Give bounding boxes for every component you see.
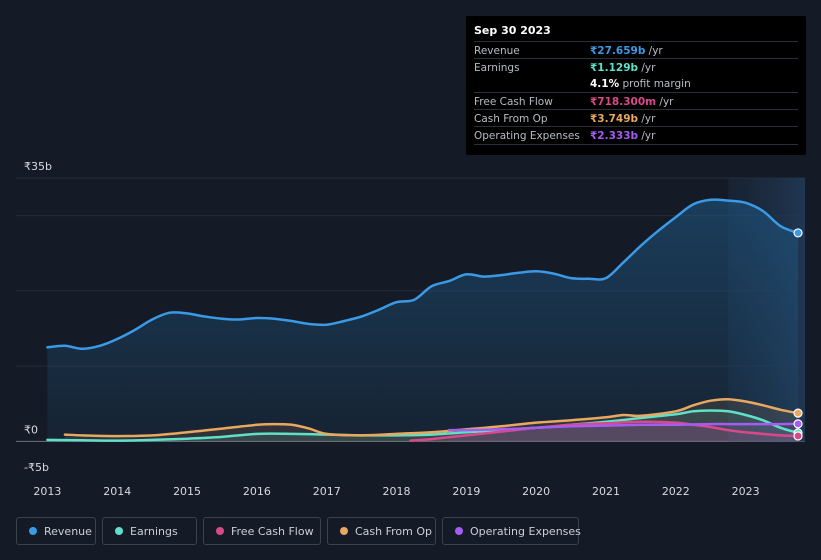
profit-margin-label: profit margin xyxy=(619,78,691,90)
legend-dot-icon xyxy=(455,527,463,535)
y-axis-ticks: ₹35b ₹0 -₹5b xyxy=(24,160,52,474)
series-lines xyxy=(46,198,800,442)
tooltip-unit: /yr xyxy=(638,113,656,125)
series-line-free-cash-flow xyxy=(409,420,800,442)
tooltip-label: Operating Expenses xyxy=(474,130,580,142)
tooltip-unit: /yr xyxy=(656,96,674,108)
legend-label: Operating Expenses xyxy=(470,525,581,538)
legend-label: Free Cash Flow xyxy=(231,525,314,538)
x-tick-label: 2021 xyxy=(592,485,620,498)
x-tick-label: 2013 xyxy=(33,485,61,498)
tooltip-value: ₹27.659b xyxy=(590,45,646,57)
y-tick-label: -₹5b xyxy=(24,461,49,474)
series-area-cash-from-op xyxy=(64,399,798,442)
tooltip-row-revenue: Revenue ₹27.659b /yr xyxy=(474,41,798,59)
legend-item-earnings[interactable]: Earnings xyxy=(102,517,197,545)
tooltip-label: Free Cash Flow xyxy=(474,96,553,108)
legend-dot-icon xyxy=(29,527,37,535)
x-tick-label: 2022 xyxy=(662,485,690,498)
series-line-revenue xyxy=(46,198,800,351)
tooltip-row-operating-expenses: Operating Expenses ₹2.333b /yr xyxy=(474,126,798,145)
tooltip-row-cash-from-op: Cash From Op ₹3.749b /yr xyxy=(474,109,798,127)
y-tick-label: ₹35b xyxy=(24,160,52,173)
tooltip-row-profit-margin: 4.1% profit margin xyxy=(474,75,798,92)
x-axis-ticks: 2013 2014 2015 2016 2017 2018 2019 2020 2021 2022… xyxy=(33,485,759,498)
series-area-earnings xyxy=(47,410,798,442)
y-tick-label: ₹0 xyxy=(24,423,38,436)
tooltip-date: Sep 30 2023 xyxy=(474,24,551,37)
x-tick-label: 2023 xyxy=(732,485,760,498)
x-tick-label: 2019 xyxy=(452,485,480,498)
legend-dot-icon xyxy=(340,527,348,535)
tooltip: Sep 30 2023 Revenue ₹27.659b /yr Earning… xyxy=(466,16,806,155)
x-tick-label: 2017 xyxy=(313,485,341,498)
endpoint-operating-expenses xyxy=(793,419,803,429)
legend-item-revenue[interactable]: Revenue xyxy=(16,517,96,545)
tooltip-value: ₹3.749b xyxy=(590,113,639,125)
series-area-revenue xyxy=(47,199,798,442)
x-tick-label: 2018 xyxy=(383,485,411,498)
profit-margin-value: 4.1% xyxy=(590,78,620,90)
legend-label: Cash From Op xyxy=(355,525,433,538)
tooltip-value: ₹2.333b xyxy=(590,130,639,142)
legend-item-cash-from-op[interactable]: Cash From Op xyxy=(327,517,436,545)
legend-dot-icon xyxy=(216,527,224,535)
tooltip-row-earnings: Earnings ₹1.129b /yr xyxy=(474,58,798,76)
legend-label: Earnings xyxy=(130,525,178,538)
legend-item-operating-expenses[interactable]: Operating Expenses xyxy=(442,517,581,545)
tooltip-value: ₹718.300m xyxy=(590,96,657,108)
series-areas xyxy=(47,199,798,442)
tooltip-unit: /yr xyxy=(645,45,663,57)
x-tick-label: 2014 xyxy=(103,485,131,498)
legend-dot-icon xyxy=(115,527,123,535)
endpoint-revenue xyxy=(793,228,803,238)
chart: ₹35b₹0-₹5b 2013 2014 2015 2016 2017 2018 2019 2… xyxy=(16,160,805,498)
tooltip-value: ₹1.129b xyxy=(590,62,639,74)
tooltip-label: Earnings xyxy=(474,62,520,74)
tooltip-unit: /yr xyxy=(638,62,656,74)
legend-item-free-cash-flow[interactable]: Free Cash Flow xyxy=(203,517,321,545)
x-tick-label: 2015 xyxy=(173,485,201,498)
endpoint-cash-from-op xyxy=(793,408,803,418)
tooltip-label: Cash From Op xyxy=(474,113,548,125)
tooltip-label: Revenue xyxy=(474,45,520,57)
series-line-earnings xyxy=(46,409,800,442)
series-endpoints xyxy=(793,228,803,441)
x-tick-label: 2016 xyxy=(243,485,271,498)
endpoint-free-cash-flow xyxy=(793,431,803,441)
x-tick-label: 2020 xyxy=(522,485,550,498)
tooltip-row-free-cash-flow: Free Cash Flow ₹718.300m /yr xyxy=(474,92,798,110)
legend-label: Revenue xyxy=(44,525,92,538)
series-line-operating-expenses xyxy=(447,422,800,432)
tooltip-unit: /yr xyxy=(638,130,656,142)
